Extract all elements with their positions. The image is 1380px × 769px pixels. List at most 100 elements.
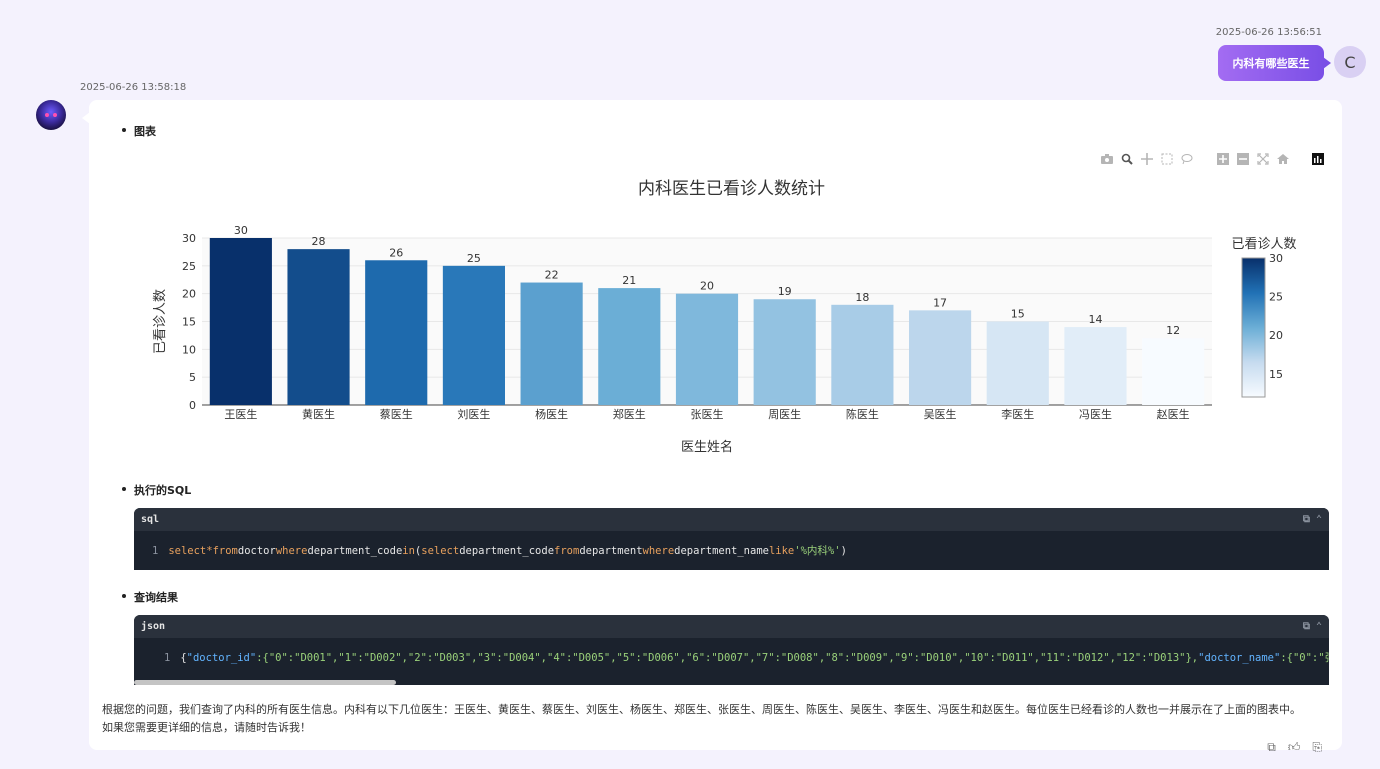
colorbar-tick-label: 20: [1269, 329, 1283, 342]
colorbar: [1241, 257, 1266, 398]
sql-code-line: 1 select * from doctor where department_…: [134, 531, 1329, 570]
sql-code-block: sql ⧉ ⌃ 1 select * from doctor where dep…: [134, 508, 1329, 570]
json-token: {: [180, 651, 187, 664]
sql-token: select: [168, 544, 207, 557]
user-avatar: C: [1334, 46, 1366, 78]
bar: [365, 260, 428, 405]
bar: [1064, 327, 1127, 405]
bar-chart: 0 5 10 15 20 25 30 30 王医生 28 黄医生 26 蔡医生 25 刘医生 22 杨医生 21 郑…: [152, 224, 1297, 455]
sql-token: like: [768, 544, 795, 557]
camera-icon[interactable]: [1100, 152, 1114, 166]
result-section-title: 查询结果: [122, 591, 178, 604]
chart-modebar: [1100, 152, 1324, 166]
colorbar-title: 已看诊人数: [1231, 236, 1296, 252]
sql-token: select: [421, 544, 460, 557]
y-tick-label: 25: [182, 260, 196, 273]
x-tick-label: 郑医生: [613, 407, 646, 421]
summary-line: 如果您需要更详细的信息，请随时告诉我！: [102, 721, 311, 734]
bar-value-label: 17: [933, 296, 947, 309]
bar-value-label: 14: [1088, 313, 1102, 326]
x-tick-label: 王医生: [224, 407, 257, 421]
bar-value-label: 18: [855, 291, 869, 304]
y-tick-label: 10: [182, 343, 196, 356]
horizontal-scrollbar[interactable]: [134, 680, 396, 685]
bar-value-label: 20: [700, 280, 714, 293]
bar-value-label: 15: [1011, 308, 1025, 321]
x-tick-label: 李医生: [1001, 407, 1034, 421]
collapse-icon[interactable]: ⌃: [1315, 621, 1322, 632]
message-actions: ⧉ 👍︎ ⎘: [1267, 740, 1322, 755]
bot-message-timestamp: 2025-06-26 13:58:18: [80, 82, 187, 93]
bar: [831, 304, 894, 405]
sql-token: doctor: [237, 544, 276, 557]
bar: [442, 265, 505, 405]
x-tick-label: 陈医生: [846, 407, 879, 421]
copy-icon[interactable]: ⧉: [1302, 514, 1310, 525]
json-key: "doctor_id": [186, 651, 257, 664]
bar: [986, 321, 1049, 405]
x-tick-label: 吴医生: [924, 407, 957, 421]
sql-token: ): [840, 544, 847, 557]
bar-value-label: 12: [1166, 324, 1180, 337]
sql-token: where: [642, 544, 675, 557]
chart-title: 内科医生已看诊人数统计: [638, 179, 825, 199]
json-code-line: 1 {"doctor_id":{"0":"D001","1":"D002","2…: [134, 638, 1329, 677]
thumbs-up-icon[interactable]: 👍︎: [1287, 740, 1301, 754]
sql-token: in: [402, 544, 415, 557]
zoom-icon[interactable]: [1120, 152, 1134, 166]
pan-icon[interactable]: [1140, 152, 1154, 166]
x-tick-label: 冯医生: [1079, 407, 1112, 421]
bar-value-label: 25: [467, 252, 481, 265]
bar: [675, 293, 739, 405]
summary-line: 根据您的问题，我们查询了内科的所有医生信息。内科有以下几位医生：王医生、黄医生、…: [102, 703, 1301, 716]
json-lang-label: json: [141, 621, 166, 632]
autoscale-icon[interactable]: [1256, 152, 1270, 166]
y-tick-label: 20: [182, 288, 196, 301]
sql-token: (: [414, 544, 422, 557]
bar: [520, 282, 583, 405]
bar: [598, 288, 661, 405]
sql-token: department_code: [459, 544, 555, 557]
colorbar-tick-label: 30: [1269, 252, 1283, 265]
json-value: :{"0":"张医生: [1280, 652, 1329, 664]
bar-value-label: 22: [545, 269, 559, 282]
sql-token: where: [275, 544, 308, 557]
x-tick-label: 杨医生: [535, 407, 568, 421]
bar-value-label: 26: [389, 246, 403, 259]
json-value: :{"0":"D001","1":"D002","2":"D003","3":"…: [256, 651, 1199, 664]
colorbar-tick-label: 25: [1269, 291, 1283, 304]
line-number: 1: [164, 651, 171, 664]
zoom-in-icon[interactable]: [1216, 152, 1230, 166]
box-select-icon[interactable]: [1160, 152, 1174, 166]
sql-token: department_name: [674, 544, 769, 557]
reset-axes-icon[interactable]: [1276, 152, 1290, 166]
bar: [1142, 338, 1205, 405]
x-tick-label: 张医生: [691, 407, 724, 421]
plotly-logo-icon[interactable]: [1312, 153, 1324, 165]
bar: [209, 238, 272, 405]
y-axis-title: 已看诊人数: [152, 289, 168, 354]
x-tick-label: 刘医生: [457, 407, 490, 421]
x-tick-label: 赵医生: [1157, 407, 1190, 421]
zoom-out-icon[interactable]: [1236, 152, 1250, 166]
y-tick-label: 30: [182, 232, 196, 245]
x-tick-label: 周医生: [768, 407, 801, 421]
y-tick-label: 15: [182, 316, 196, 329]
collapse-icon[interactable]: ⌃: [1315, 514, 1322, 525]
colorbar-tick-label: 15: [1269, 368, 1283, 381]
json-code-block: json ⧉ ⌃ 1 {"doctor_id":{"0":"D001","1":…: [134, 615, 1329, 685]
bar-value-label: 28: [312, 235, 326, 248]
sql-token: department: [579, 544, 643, 557]
lasso-select-icon[interactable]: [1180, 152, 1194, 166]
y-tick-label: 5: [189, 371, 196, 384]
x-tick-label: 黄医生: [302, 407, 335, 421]
x-tick-label: 蔡医生: [380, 407, 413, 421]
bar-value-label: 19: [778, 285, 792, 298]
bar: [909, 310, 972, 405]
copy-icon[interactable]: ⧉: [1302, 621, 1310, 632]
thumbs-down-icon[interactable]: ⎘: [1312, 740, 1322, 754]
sql-token: from: [554, 544, 580, 557]
sql-token: *: [206, 544, 213, 557]
copy-message-icon[interactable]: ⧉: [1267, 740, 1276, 754]
json-key: "doctor_name": [1198, 651, 1281, 664]
